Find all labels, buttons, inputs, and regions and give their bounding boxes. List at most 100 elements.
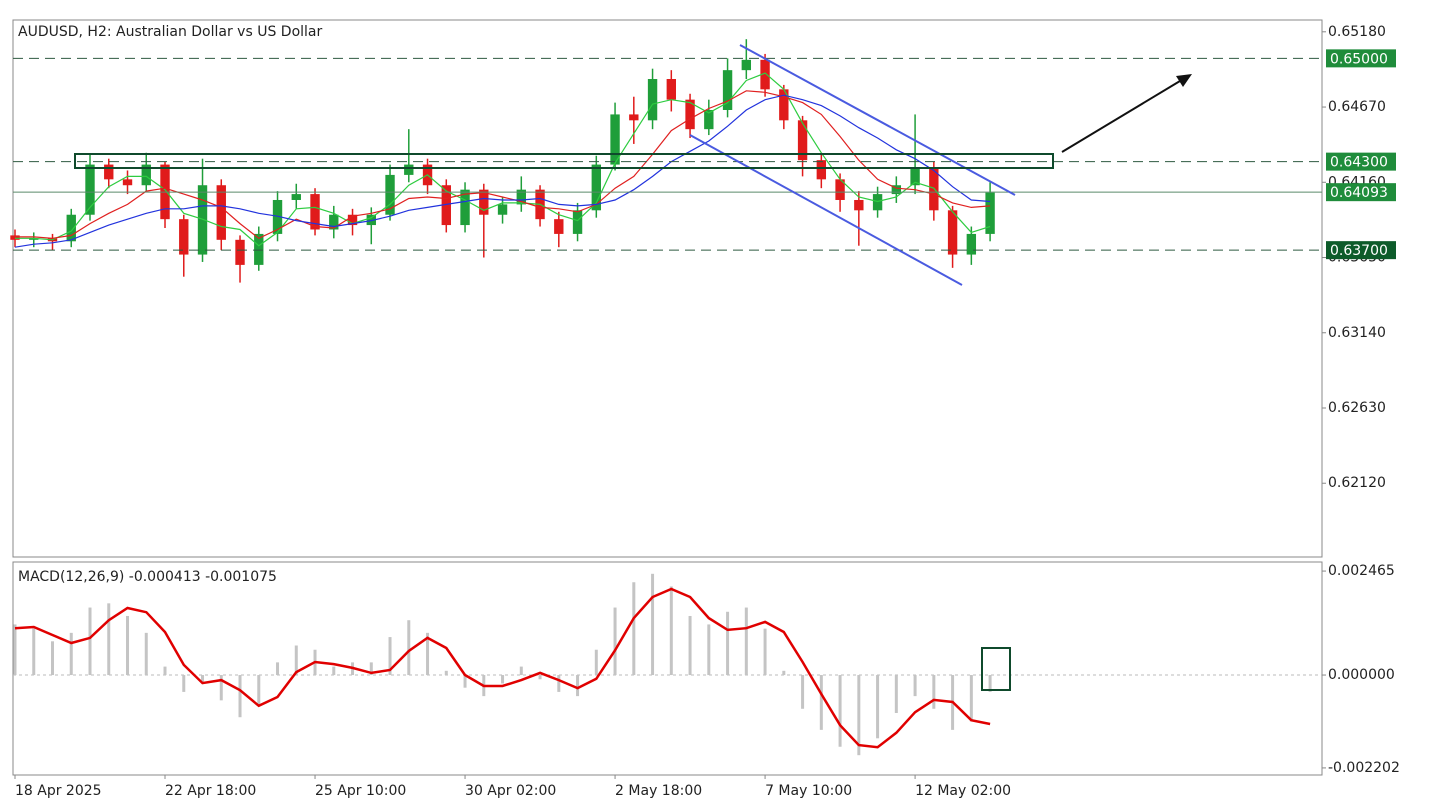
candle-body [329, 214, 339, 230]
macd-bar [782, 670, 786, 676]
candle-body [347, 214, 358, 226]
macd-bar [238, 675, 242, 718]
level-label: 0.63700 [1330, 243, 1388, 259]
candle-body [591, 164, 601, 211]
macd-bar [444, 670, 448, 676]
candle-body [460, 189, 470, 226]
candle-body [404, 164, 414, 175]
channel-upper [739, 44, 1016, 196]
x-tick-label: 30 Apr 02:00 [465, 783, 556, 799]
macd-bar [294, 645, 298, 676]
macd-bar [463, 675, 467, 688]
candle-body [722, 70, 733, 110]
macd-bar [126, 615, 130, 676]
macd-bar [988, 675, 992, 692]
macd-bar [857, 675, 861, 756]
level-label: 0.64093 [1330, 185, 1388, 201]
signal-line [14, 587, 991, 749]
candle-body [554, 219, 564, 234]
macd-bar [876, 675, 880, 739]
macd-bar [538, 675, 542, 680]
macd-bar [369, 662, 373, 676]
x-tick-label: 22 Apr 18:00 [165, 783, 256, 799]
candle-body [141, 164, 151, 186]
macd-bar [182, 675, 186, 692]
macd-highlight [981, 647, 1011, 691]
macd-panel [12, 561, 1323, 776]
macd-bar [519, 666, 523, 676]
macd-bar [913, 675, 917, 697]
level-label-box [1326, 49, 1396, 68]
moving-average [14, 94, 991, 248]
macd-bar [257, 675, 261, 705]
macd-bar [557, 675, 561, 692]
macd-bar [651, 573, 655, 676]
macd-bar [613, 607, 617, 676]
macd-bar [51, 641, 55, 676]
macd-bar [801, 675, 805, 709]
candle-body [741, 59, 752, 71]
candle-body [685, 99, 695, 130]
candle-body [704, 109, 714, 130]
candle-body [647, 79, 658, 121]
candle-body [179, 219, 189, 255]
candle-body [516, 189, 526, 205]
macd-bar [669, 586, 673, 676]
candle-body [497, 204, 508, 215]
macd-bar [388, 637, 392, 676]
macd-bar [201, 675, 205, 684]
candle-body [629, 114, 639, 121]
macd-bar [426, 632, 430, 676]
candle-body [29, 238, 39, 240]
macd-bar [276, 662, 280, 676]
macd-bar [594, 649, 598, 676]
macd-bar [107, 603, 111, 676]
x-tick-label: 18 Apr 2025 [15, 783, 102, 799]
candle-body [385, 174, 395, 215]
level-label: 0.64300 [1330, 155, 1388, 171]
macd-bar [932, 675, 936, 709]
labels: AUDUSD, H2: Australian Dollar vs US Doll… [15, 24, 1400, 799]
candle-body [272, 199, 283, 234]
resistance-zone [74, 153, 1054, 169]
candle-body [122, 179, 133, 186]
macd-bar [726, 611, 730, 676]
candle-body [929, 169, 939, 211]
candle-body [891, 185, 902, 195]
macd-bar [838, 675, 842, 747]
macd-bar [163, 666, 167, 676]
candle-body [310, 194, 320, 230]
candle-body [216, 185, 226, 240]
candle-body [366, 214, 376, 226]
candle-body [197, 185, 208, 255]
candle-body [910, 169, 920, 186]
y-tick-label: 0.65180 [1328, 24, 1386, 40]
y-tick-label: 0.64670 [1328, 99, 1386, 115]
macd-title: MACD(12,26,9) -0.000413 -0.001075 [18, 569, 277, 585]
x-tick-label: 7 May 10:00 [765, 783, 852, 799]
x-tick-label: 2 May 18:00 [615, 783, 702, 799]
macd-bar [13, 624, 17, 676]
candle-body [666, 79, 677, 100]
level-label-box [1326, 241, 1396, 260]
macd-bar [32, 628, 36, 676]
plot-area [10, 31, 1326, 779]
annotations [74, 44, 1192, 691]
macd-bar [632, 582, 636, 676]
y-tick-label: 0.62630 [1328, 400, 1386, 416]
y-tick-label: 0.002465 [1328, 563, 1395, 579]
arrow-head [1176, 74, 1192, 87]
candle-body [291, 194, 301, 200]
candle-body [985, 192, 995, 234]
macd-bar [688, 615, 692, 676]
y-tick-label: 0.000000 [1328, 667, 1395, 683]
candle-body [85, 164, 95, 215]
macd-bar [707, 624, 711, 676]
price-panel [12, 19, 1323, 558]
candle-body [816, 160, 827, 180]
y-tick-label: -0.002202 [1328, 760, 1400, 776]
x-tick-label: 12 May 02:00 [915, 783, 1011, 799]
y-tick-label: 0.63140 [1328, 325, 1386, 341]
macd-bar [969, 675, 973, 722]
